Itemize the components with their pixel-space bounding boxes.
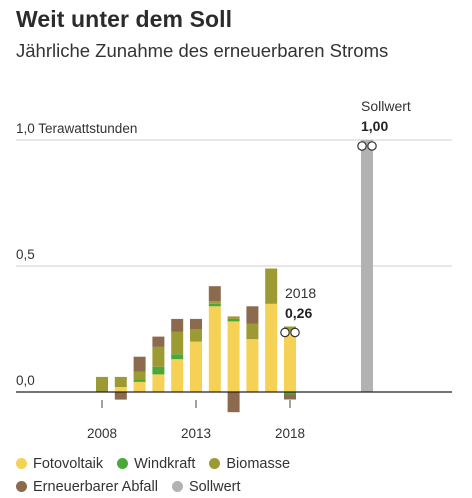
bar-2009-biomasse <box>114 376 127 387</box>
bar-2015-fotovoltaik <box>227 321 240 392</box>
target-marker-right <box>367 141 377 151</box>
x-tick-label-1: 2013 <box>181 426 211 441</box>
bar-2017-biomasse <box>265 268 278 304</box>
bar-2008-biomasse <box>96 376 108 392</box>
legend-swatch-icon <box>171 481 183 492</box>
bar-2010-fotovoltaik <box>133 381 146 392</box>
bar-2013-biomasse <box>190 329 202 342</box>
bar-2012-biomasse <box>171 331 184 355</box>
bar-2015-erneuerbarer-abfall <box>227 392 240 413</box>
bar-2012-fotovoltaik <box>171 359 184 392</box>
bar-2016-erneuerbarer-abfall <box>246 306 259 324</box>
x-tick-label-0: 2008 <box>87 426 117 441</box>
bar-2016-biomasse <box>246 324 259 340</box>
legend-item-fotovoltaik: Fotovoltaik <box>16 456 103 472</box>
legend-label: Biomasse <box>226 455 291 472</box>
bar-2016-fotovoltaik <box>246 339 259 392</box>
bar-2018-windkraft <box>284 392 296 395</box>
y-tick-label-0: 0,0 <box>16 373 35 388</box>
last-annotation-value: 0,26 <box>285 305 312 321</box>
legend-label: Erneuerbarer Abfall <box>33 478 158 495</box>
last-annotation-year: 2018 <box>285 285 316 301</box>
last-marker-left <box>280 327 290 338</box>
legend-swatch-icon <box>117 458 129 469</box>
legend-row-1: Fotovoltaik Windkraft Biomasse <box>16 452 456 475</box>
legend-label: Windkraft <box>134 455 196 472</box>
legend-label: Sollwert <box>188 478 241 495</box>
bar-2013-fotovoltaik <box>190 341 202 392</box>
legend-swatch-icon <box>16 458 27 469</box>
legend-item-biomasse: Biomasse <box>209 456 290 472</box>
stacked-bar-chart: 0,0 0,5 1,0 Terawattstunden 2008 2013 2018 Sol… <box>16 98 452 441</box>
target-marker-left <box>357 141 367 151</box>
x-tick-label-2: 2018 <box>275 426 305 441</box>
legend-item-erneuerbarer-abfall: Erneuerbarer Abfall <box>16 479 158 495</box>
target-annotation-label: Sollwert <box>361 98 411 114</box>
bar-2014-fotovoltaik <box>208 306 221 392</box>
legend-swatch-icon <box>16 481 27 492</box>
bar-2018-biomasse <box>284 326 296 332</box>
bar-2011-biomasse <box>152 346 165 367</box>
bar-2018-erneuerbarer-abfall <box>284 394 296 400</box>
y-tick-label-1: 0,5 <box>16 247 35 262</box>
bar-2010-erneuerbarer-abfall <box>133 356 146 372</box>
bar-2009-fotovoltaik <box>114 387 127 392</box>
legend-row-2: Erneuerbarer Abfall Sollwert <box>16 475 456 498</box>
y-tick-label-2: 1,0 Terawattstunden <box>16 121 137 136</box>
bar-2009-erneuerbarer-abfall <box>114 392 127 400</box>
bar-2014-erneuerbarer-abfall <box>208 286 221 302</box>
bar-2011-erneuerbarer-abfall <box>152 336 165 347</box>
legend-label: Fotovoltaik <box>33 455 104 472</box>
legend-item-windkraft: Windkraft <box>117 456 195 472</box>
bar-2014-biomasse <box>208 301 221 304</box>
bar-2010-biomasse <box>133 371 146 380</box>
target-annotation-value: 1,00 <box>361 118 388 134</box>
bar-2014-windkraft <box>208 303 221 307</box>
bar-2011-windkraft <box>152 366 165 375</box>
bar-2012-erneuerbarer-abfall <box>171 318 184 332</box>
bar-sollwert <box>361 140 373 392</box>
last-marker-right <box>290 327 300 338</box>
chart-subtitle: Jährliche Zunahme des erneuerbaren Strom… <box>16 40 389 61</box>
bar-2011-fotovoltaik <box>152 374 165 392</box>
bar-2017-fotovoltaik <box>265 303 278 392</box>
chart-title: Weit unter dem Soll <box>16 6 233 32</box>
legend-swatch-icon <box>209 458 221 469</box>
bar-2015-windkraft <box>227 318 240 322</box>
bar-2018-fotovoltaik <box>284 331 296 392</box>
bar-2012-windkraft <box>171 354 184 360</box>
legend-item-sollwert: Sollwert <box>171 478 241 495</box>
bar-2010-windkraft <box>133 379 146 382</box>
legend: Fotovoltaik Windkraft Biomasse Erneuerbare… <box>16 452 456 498</box>
bar-2013-erneuerbarer-abfall <box>190 318 202 329</box>
bar-2015-biomasse <box>227 316 240 319</box>
